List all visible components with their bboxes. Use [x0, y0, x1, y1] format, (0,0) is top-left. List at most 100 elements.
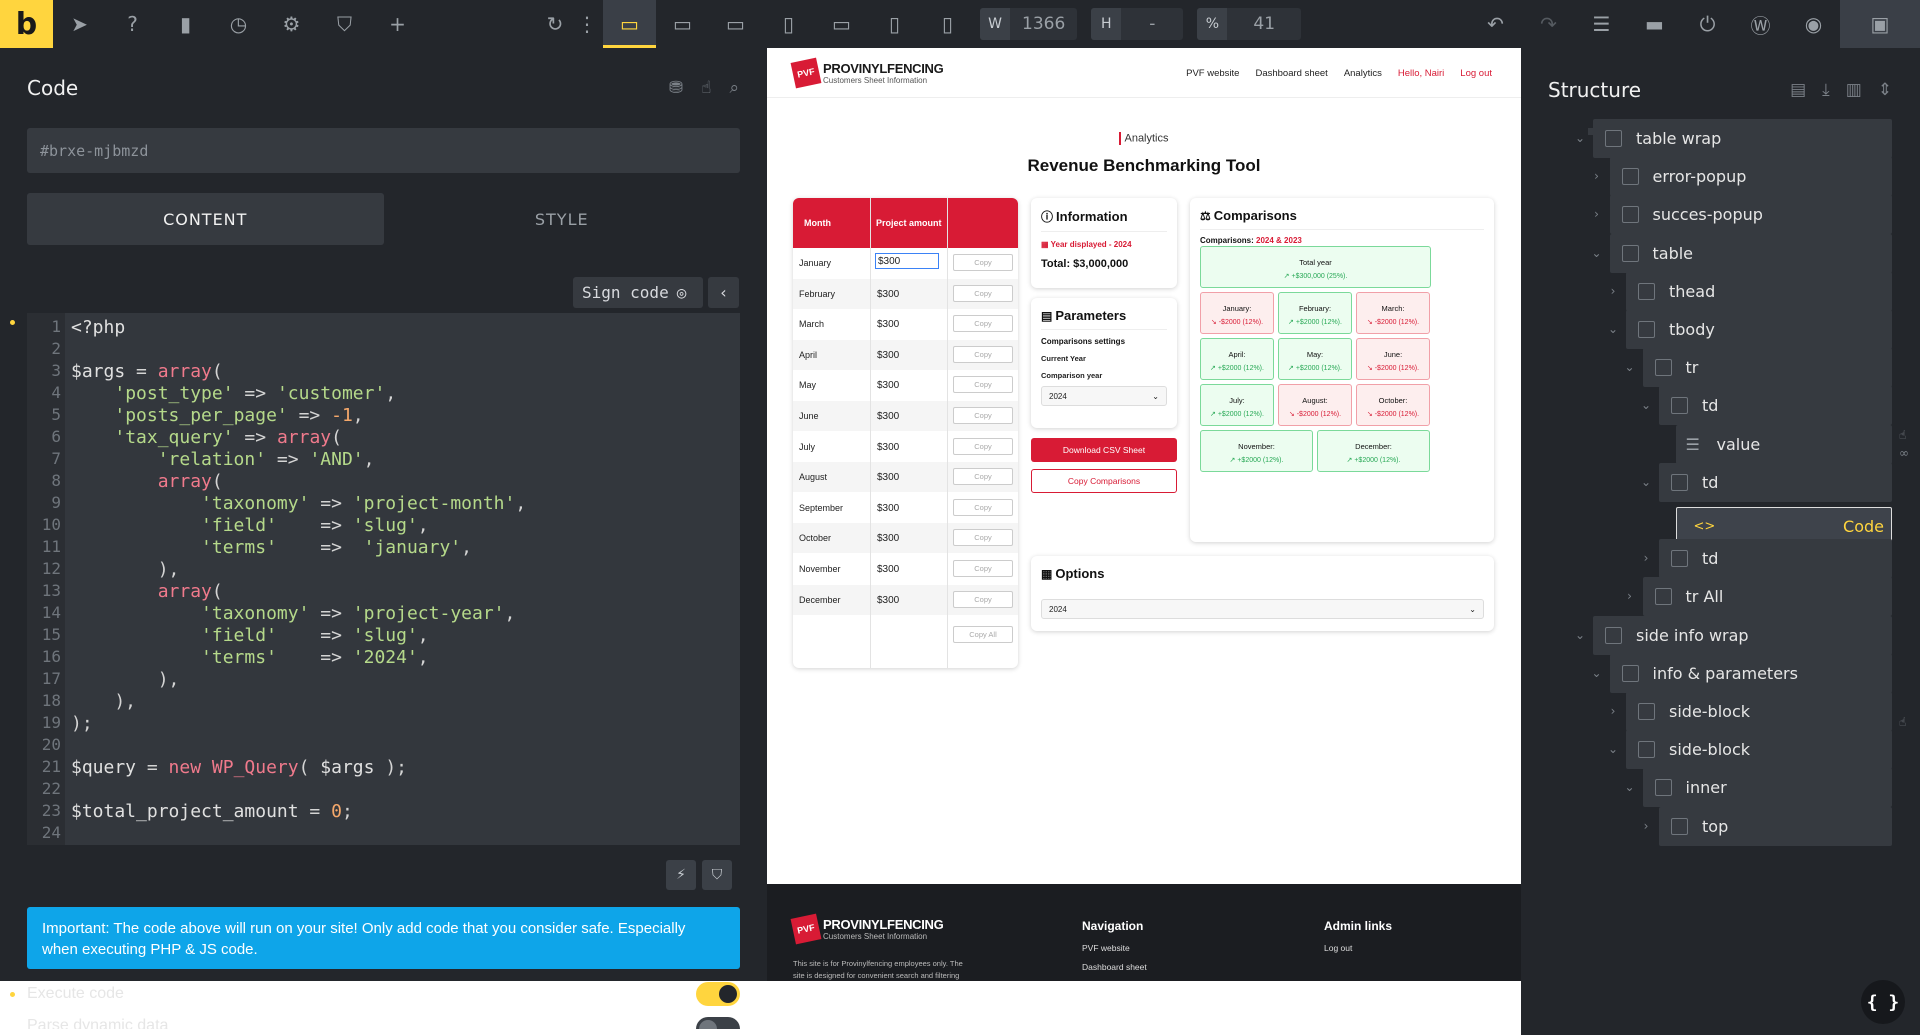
code-line[interactable]: 11 'terms' => 'january', — [27, 537, 740, 559]
pages-icon[interactable]: ▮ — [179, 12, 191, 36]
code-line[interactable]: 5 'posts_per_page' => -1, — [27, 405, 740, 427]
element-id-input[interactable]: #brxe-mjbmzd — [27, 128, 740, 173]
code-line[interactable]: 20 — [27, 735, 740, 757]
code-line[interactable]: 14 'taxonomy' => 'project-year', — [27, 603, 740, 625]
chevron-down-icon[interactable]: ⌄ — [1624, 780, 1635, 795]
copy-button[interactable]: Copy — [953, 284, 1013, 302]
code-line[interactable]: 17 ), — [27, 669, 740, 691]
structure-node[interactable]: td — [1659, 462, 1892, 502]
structure-node[interactable]: side-block — [1626, 730, 1892, 770]
footer-link-dashboard[interactable]: Dashboard sheet — [1082, 962, 1147, 972]
braces-icon[interactable]: { } — [1861, 980, 1905, 1024]
structure-node[interactable]: error-popup — [1609, 157, 1892, 197]
hand-pointer-icon[interactable]: ☝ — [1899, 428, 1907, 442]
code-line[interactable]: 4 'post_type' => 'customer', — [27, 383, 740, 405]
code-line[interactable]: 21 $query = new WP_Query( $args ); — [27, 757, 740, 779]
search-icon[interactable]: ⌕ — [729, 78, 739, 98]
refresh-icon[interactable]: ↻ — [546, 12, 564, 36]
copy-button[interactable]: Copy — [953, 468, 1013, 486]
code-line[interactable]: 19); — [27, 713, 740, 735]
tablet-landscape-icon[interactable]: ▭ — [726, 12, 745, 36]
site-logo[interactable]: PVF PROVINYLFENCING Customers Sheet Info… — [790, 57, 944, 89]
chevron-down-icon[interactable]: ⌄ — [1640, 474, 1652, 489]
tablet-portrait-icon[interactable]: ▯ — [782, 12, 794, 36]
structure-node[interactable]: top — [1659, 806, 1892, 846]
expand-icon[interactable]: ⇕ — [1877, 80, 1892, 100]
footer-link-logout[interactable]: Log out — [1324, 943, 1353, 953]
nav-pvf-website[interactable]: PVF website — [1186, 68, 1240, 79]
nav-dashboard-sheet[interactable]: Dashboard sheet — [1255, 68, 1328, 79]
tab-content[interactable]: CONTENT — [27, 193, 384, 245]
copy-button[interactable]: Copy — [953, 407, 1013, 424]
code-line[interactable]: 23 $total_project_amount = 0; — [27, 801, 740, 823]
structure-node[interactable]: tr — [1642, 348, 1892, 388]
tab-style[interactable]: STYLE — [534, 209, 589, 229]
download-csv-button[interactable]: Download CSV Sheet — [1031, 438, 1177, 462]
mobile-portrait-icon[interactable]: ▯ — [888, 12, 900, 36]
structure-toggle-icon[interactable]: ☰ — [1592, 12, 1611, 36]
copy-comparisons-button[interactable]: Copy Comparisons — [1031, 469, 1177, 493]
code-line[interactable]: 12 ), — [27, 559, 740, 581]
footer-logo[interactable]: PVF PROVINYLFENCING Customers Sheet Info… — [790, 913, 944, 945]
link-icon[interactable]: ∞ — [1899, 446, 1909, 460]
clipboard-icon[interactable]: ▤ — [1790, 80, 1807, 100]
trash-icon[interactable]: ▥ — [1845, 80, 1862, 100]
structure-node[interactable]: tbody — [1626, 310, 1892, 349]
settings-gear-icon[interactable]: ⚙ — [282, 12, 301, 36]
code-line[interactable]: 22 — [27, 779, 740, 801]
chevron-down-icon[interactable]: ⌄ — [1607, 322, 1619, 336]
copy-button[interactable]: Copy — [953, 315, 1013, 333]
copy-button[interactable]: Copy — [953, 590, 1013, 608]
mobile-small-icon[interactable]: ▯ — [941, 12, 953, 36]
element-classes-icon[interactable]: ⛃ — [668, 78, 684, 98]
chevron-down-icon[interactable]: ⌄ — [1640, 398, 1652, 413]
footer-link-pvf[interactable]: PVF website — [1082, 943, 1130, 953]
code-line[interactable]: 15 'field' => 'slug', — [27, 625, 740, 647]
code-line[interactable]: 3 $args = array( — [27, 361, 740, 383]
code-line[interactable]: 6 'tax_query' => array( — [27, 427, 740, 449]
sign-code-button[interactable]: Sign code ◎ — [573, 277, 703, 308]
copy-button[interactable]: Copy — [953, 498, 1013, 516]
code-line[interactable]: 9 'taxonomy' => 'project-month', — [27, 493, 740, 515]
structure-node[interactable]: side info wrap — [1593, 615, 1892, 655]
structure-node[interactable]: thead — [1626, 271, 1892, 311]
zoom-field[interactable]: % 41 — [1197, 8, 1302, 40]
copy-button[interactable]: Copy — [953, 345, 1013, 363]
nav-analytics[interactable]: Analytics — [1343, 68, 1382, 79]
chevron-right-icon[interactable]: › — [1627, 589, 1632, 604]
chevron-down-icon[interactable]: ⌄ — [1591, 665, 1602, 680]
chevron-down-icon[interactable]: ⌄ — [1574, 131, 1586, 145]
copy-all-button[interactable]: Copy All — [953, 626, 1013, 643]
wordpress-icon[interactable]: Ⓦ — [1750, 13, 1771, 38]
add-icon[interactable]: + — [389, 12, 406, 36]
nav-user-greeting[interactable]: Hello, Nairi — [1397, 68, 1445, 79]
copy-button[interactable]: Copy — [953, 376, 1013, 394]
hand-pointer-icon[interactable]: ☝ — [1899, 715, 1907, 729]
templates-folder-icon[interactable]: ▬ — [1645, 12, 1664, 36]
chevron-left-icon[interactable]: ‹ — [708, 277, 739, 308]
code-editor[interactable]: 1 <?php 2 3 $args = array(4 'post_type' => '… — [27, 313, 740, 845]
bolt-icon[interactable]: ⚡ — [666, 860, 696, 890]
structure-node[interactable]: inner — [1642, 768, 1892, 808]
desktop-breakpoint-icon[interactable]: ▭ — [603, 0, 656, 48]
chevron-right-icon[interactable]: › — [1643, 551, 1649, 566]
chevron-down-icon[interactable]: ⌄ — [1607, 742, 1619, 757]
nav-logout[interactable]: Log out — [1460, 68, 1492, 79]
redo-icon[interactable]: ↷ — [1540, 12, 1557, 36]
mobile-landscape-icon[interactable]: ▭ — [832, 12, 851, 36]
copy-button[interactable]: Copy — [953, 529, 1013, 547]
preview-eye-icon[interactable]: ◉ — [1804, 12, 1823, 36]
undo-icon[interactable]: ↶ — [1487, 12, 1504, 36]
canvas-preview[interactable]: PVF PROVINYLFENCING Customers Sheet Info… — [767, 48, 1521, 981]
copy-button[interactable]: Copy — [953, 437, 1013, 455]
download-icon[interactable]: ⤓ — [1822, 80, 1830, 100]
code-line[interactable]: 24 — [27, 823, 740, 845]
code-line[interactable]: 1 <?php — [27, 317, 740, 339]
structure-node[interactable]: table — [1609, 233, 1892, 273]
html5-icon[interactable]: ⛉ — [702, 860, 732, 890]
copy-button[interactable]: Copy — [953, 254, 1013, 271]
structure-node[interactable]: td — [1659, 386, 1892, 426]
structure-node[interactable]: td — [1659, 539, 1892, 579]
chevron-right-icon[interactable]: › — [1594, 207, 1599, 222]
amount-cell[interactable]: $300 — [875, 253, 939, 269]
